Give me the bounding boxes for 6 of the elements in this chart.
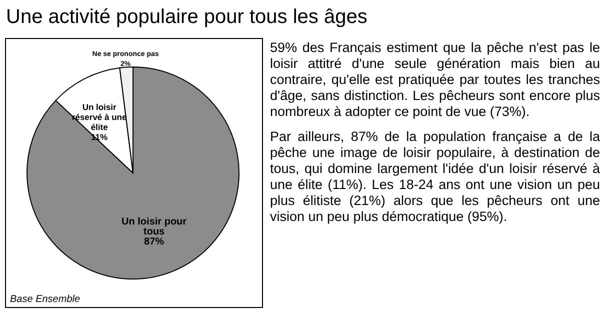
text: Base Ensemble [10, 294, 80, 305]
data-label: 87% [144, 236, 164, 248]
chart-title: Une activité populaire pour tous les âges [6, 6, 368, 29]
text: Par ailleurs, 87% de la population française a de la pêche une image de loisir populaire, à destination de tous, qui domine largement l'idée d'un loisir réservé à une élite (11%). Les 18-24 ans ont une vision un peu plus élitiste (21%) alors que les pêcheurs ont une vision un peu plus démocratique (95%). [270, 129, 600, 225]
text: 59% des Français estiment que la pêche n'est pas le loisir attitré d'une seule génération mais bien au contraire, qu'elle est pratiquée par toutes les tranches d'âge, sans distinction. Les pêcheurs sont encore plus nombreux à adopter ce point de vue (73%). [270, 40, 600, 120]
slice-label: Un loisir pour tous [122, 216, 187, 238]
